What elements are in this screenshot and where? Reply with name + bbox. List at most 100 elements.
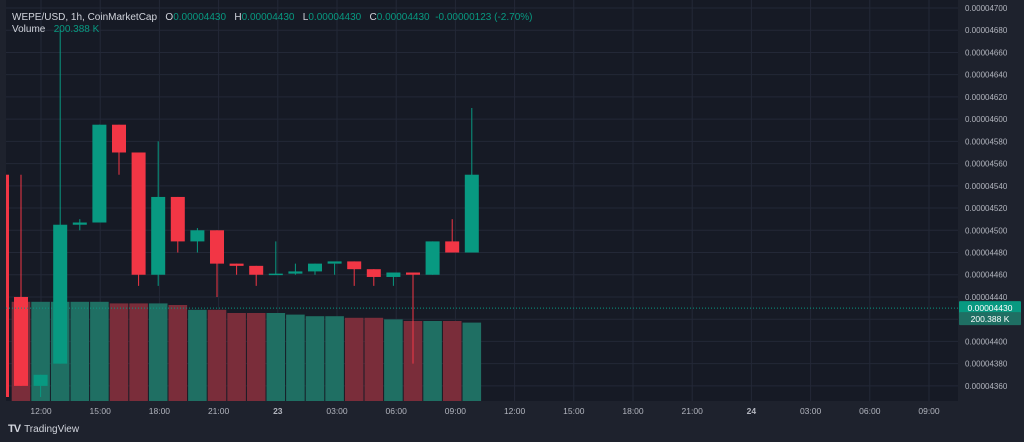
candle-body [151,196,166,275]
candle-body [131,152,146,275]
legend-symbol[interactable]: WEPE/USD, 1h, CoinMarketCap [12,12,158,23]
candle-body [386,272,401,277]
tradingview-logo-icon: TV [8,423,21,435]
candle-body [112,124,126,153]
time-tick-label: 09:00 [445,406,467,416]
legend-volume: Volume 200.388 K [12,24,99,35]
legend-ohlc: WEPE/USD, 1h, CoinMarketCap O0.00004430 … [12,12,532,23]
candle-body [445,241,460,253]
tradingview-brand[interactable]: TV TradingView [8,423,79,435]
candle-body [53,224,68,364]
legend-low-label: L [302,12,309,23]
legend-low-value: 0.00004430 [308,12,362,23]
time-tick-label: 12:00 [30,406,52,416]
candle-body [366,269,381,277]
volume-bar [246,313,266,401]
candle-body [327,261,342,264]
price-tick-label: 0.00004400 [965,337,1008,346]
candle-body [249,265,264,275]
legend-high-value: 0.00004430 [241,12,295,23]
time-tick-label: 24 [747,406,757,416]
candle-body [92,124,107,223]
price-tick-label: 0.00004360 [965,382,1008,391]
time-tick-label: 03:00 [326,406,348,416]
time-tick-label: 21:00 [682,406,704,416]
last-volume-badge [959,312,1021,326]
legend-open-value: 0.00004430 [173,12,227,23]
candle-body [210,230,224,264]
time-tick-label: 23 [273,406,283,416]
time-tick-label: 15:00 [90,406,112,416]
volume-bar [442,321,462,401]
candle-body [170,196,185,242]
volume-bar [70,301,90,401]
time-tick-label: 18:00 [149,406,171,416]
last-price-label: 0.00004430 [968,303,1013,313]
price-tick-label: 0.00004700 [965,4,1008,13]
price-tick-label: 0.00004460 [965,271,1008,280]
legend-volume-value: 200.388 K [53,24,100,35]
candle-body [268,273,283,276]
time-tick-label: 03:00 [800,406,822,416]
time-tick-label: 09:00 [918,406,940,416]
price-tick-label: 0.00004600 [965,115,1008,124]
volume-bar [207,309,227,401]
legend-open-label: O [165,12,174,23]
candle-body [190,230,205,242]
candle-body [229,263,244,266]
legend-high-label: H [234,12,242,23]
last-price-badge [959,301,1021,315]
candle-body [308,263,322,272]
volume-bar [90,301,109,401]
edge-candle-body [6,174,9,397]
time-tick-label: 15:00 [563,406,585,416]
volume-bar [462,322,482,401]
volume-bar [286,314,305,401]
price-tick-label: 0.00004520 [965,204,1008,213]
volume-bar [423,321,442,401]
price-tick-label: 0.00004660 [965,48,1008,57]
price-tick-label: 0.00004680 [965,26,1008,35]
volume-bar [129,303,148,401]
price-tick-label: 0.00004560 [965,160,1008,169]
last-volume-label: 200.388 K [971,314,1010,324]
volume-bar [305,316,325,401]
candle-body [33,374,48,386]
price-tick-label: 0.00004620 [965,93,1008,102]
volume-bar [227,313,246,401]
price-tick-label: 0.00004500 [965,226,1008,235]
volume-bar [384,319,403,401]
candle-body [425,241,440,275]
price-tick-label: 0.00004440 [965,293,1008,302]
price-tick-label: 0.00004640 [965,71,1008,80]
volume-bar [168,305,188,401]
legend-volume-label[interactable]: Volume [12,24,46,35]
time-tick-label: 06:00 [386,406,408,416]
time-tick-label: 21:00 [208,406,230,416]
volume-bar [266,313,286,401]
candle-body [464,174,479,253]
time-tick-label: 12:00 [504,406,526,416]
candle-body [14,296,28,386]
legend-close-value: 0.00004430 [376,12,430,23]
candle-body [406,272,420,275]
candle-body [288,271,303,274]
price-tick-label: 0.00004380 [965,360,1008,369]
volume-bar [188,309,207,401]
price-tick-label: 0.00004540 [965,182,1008,191]
legend-change: -0.00000123 (-2.70%) [435,12,533,23]
volume-bar [325,316,344,401]
legend-close-label: C [369,12,377,23]
price-tick-label: 0.00004480 [965,249,1008,258]
volume-bar [109,303,129,401]
time-tick-label: 18:00 [622,406,644,416]
tradingview-name: TradingView [24,423,80,435]
volume-bar [148,303,168,401]
time-tick-label: 06:00 [859,406,881,416]
price-tick-label: 0.00004580 [965,137,1008,146]
volume-bar [364,317,384,401]
candle-body [347,261,362,270]
candle-body [72,222,87,225]
